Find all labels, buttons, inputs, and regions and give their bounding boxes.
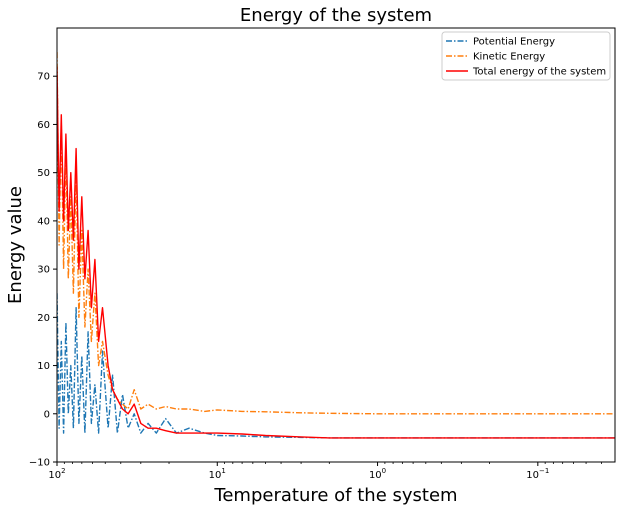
x-tick-label: 100 xyxy=(369,467,386,481)
y-axis-label: Energy value xyxy=(5,186,26,304)
y-tick-label: 60 xyxy=(37,120,50,131)
y-axis: −10 0 10 20 30 40 50 60 70 xyxy=(29,72,57,469)
y-tick-label: 10 xyxy=(37,361,50,372)
series-line-0 xyxy=(57,293,615,439)
x-tick-label: 101 xyxy=(209,467,226,481)
y-tick-label: 70 xyxy=(37,72,50,83)
chart-title: Energy of the system xyxy=(240,5,432,26)
series-line-1 xyxy=(57,52,615,415)
plot-area xyxy=(56,27,616,463)
legend: Potential Energy Kinetic Energy Total ener… xyxy=(441,31,611,81)
x-axis-label: Temperature of the system xyxy=(213,485,457,506)
legend-label-0: Potential Energy xyxy=(473,37,555,48)
plot-frame xyxy=(56,27,616,463)
y-tick-label: 30 xyxy=(37,265,50,276)
x-tick-label: 102 xyxy=(48,467,65,481)
x-tick-label: 10−1 xyxy=(526,467,549,481)
legend-box xyxy=(441,31,611,81)
legend-label-1: Kinetic Energy xyxy=(473,52,545,63)
y-tick-label: 50 xyxy=(37,168,50,179)
y-tick-label: 0 xyxy=(44,409,50,420)
y-tick-label: 40 xyxy=(37,216,50,227)
x-axis: 102 101 100 10−1 xyxy=(48,462,603,481)
legend-label-2: Total energy of the system xyxy=(472,67,606,78)
y-tick-label: −10 xyxy=(29,458,50,469)
series-line-2 xyxy=(57,66,615,439)
y-tick-label: 20 xyxy=(37,313,50,324)
